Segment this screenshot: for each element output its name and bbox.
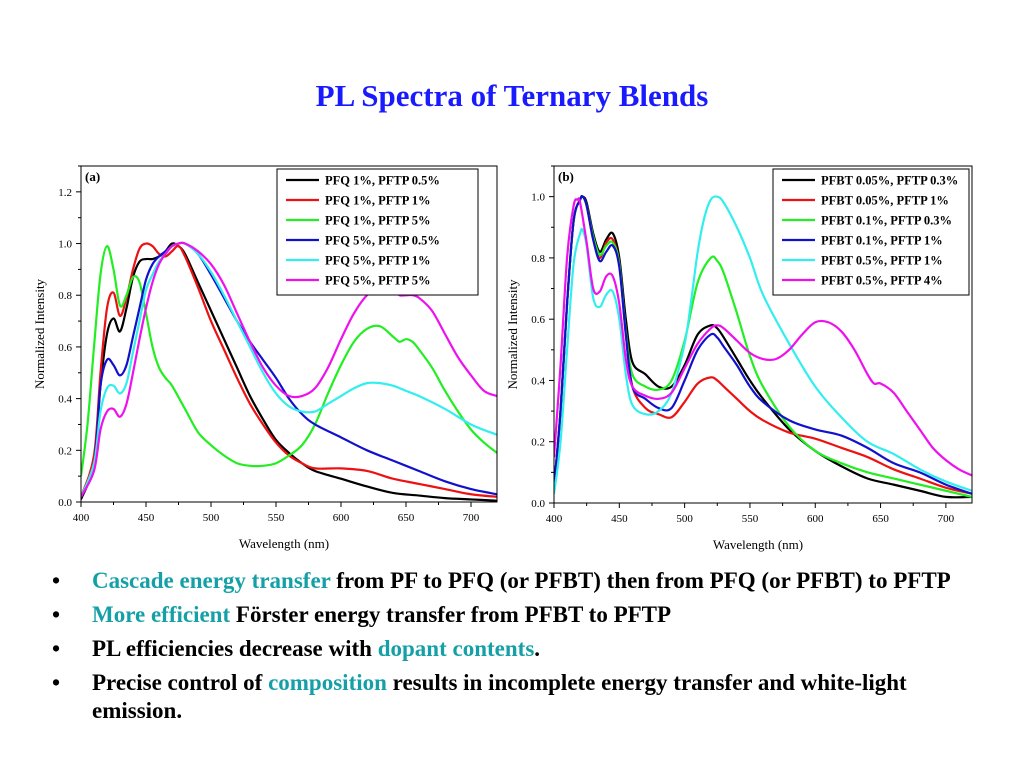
- x-axis-label: Wavelength (nm): [713, 537, 803, 552]
- legend-label: PFBT 0.5%, PFTP 4%: [821, 274, 943, 288]
- y-tick-label: 0.2: [58, 445, 72, 457]
- y-tick-label: 0.0: [531, 498, 545, 510]
- pl-chart-a: 400 450 500 550 600 650 700 0.0 0.2 0.4 0.6 0.8 1.0 1…: [32, 165, 498, 551]
- pl-chart-b: 400 450 500 550 600 650 700 0.0 0.2 0.4 0.6 0.8 1.0 W…: [505, 165, 973, 552]
- legend: PFBT 0.05%, PFTP 0.3% PFBT 0.05%, PFTP 1%…: [772, 168, 970, 296]
- plot-frame: [553, 165, 973, 504]
- bullet-segment: Förster energy transfer from PFBT to PFT…: [230, 602, 672, 627]
- x-tick-label: 700: [938, 513, 955, 525]
- bullet-segment: More efficient: [92, 602, 231, 627]
- x-axis-label: Wavelength (nm): [239, 536, 329, 551]
- bullet-dot: •: [52, 568, 61, 593]
- bullet-dot: •: [52, 636, 61, 661]
- legend-label: PFBT 0.1%, PFTP 0.3%: [821, 214, 952, 228]
- y-tick-label: 0.6: [531, 314, 545, 326]
- bullet-segment: .: [534, 636, 541, 661]
- bullet-item: • PL efficiencies decrease with dopant co…: [52, 635, 952, 663]
- legend-box: [276, 168, 479, 296]
- series-line-3: [81, 245, 497, 477]
- y-axis-label: Normalized Intensity: [32, 278, 47, 389]
- y-axis-label: Normalized Intensity: [505, 279, 520, 390]
- bullet-item: • Cascade energy transfer from PF to PFQ …: [52, 567, 952, 595]
- y-tick-label: 1.0: [58, 239, 72, 251]
- bullet-dot: •: [52, 602, 61, 627]
- bullet-segment: PL efficiencies decrease with: [92, 636, 378, 661]
- bullet-item: • Precise control of composition results …: [52, 669, 952, 725]
- y-tick-label: 0.4: [58, 394, 72, 406]
- y-tick-label: 0.8: [58, 290, 72, 302]
- x-tick-label: 650: [398, 512, 415, 524]
- slide-title: PL Spectra of Ternary Blends: [315, 78, 709, 113]
- series-line-5: [81, 241, 497, 498]
- legend-label: PFQ 5%, PFTP 5%: [325, 274, 431, 288]
- x-tick-label: 650: [872, 513, 889, 525]
- x-tick-label: 450: [611, 513, 628, 525]
- y-tick-label: 0.4: [531, 375, 545, 387]
- series-line-2: [81, 242, 497, 498]
- y-tick-label: 1.0: [531, 192, 545, 204]
- y-tick-label: 0.2: [531, 437, 545, 449]
- x-tick-label: 700: [463, 512, 480, 524]
- plot-frame: [80, 165, 498, 503]
- legend-label: PFQ 5%, PFTP 0.5%: [325, 234, 440, 248]
- bullet-segment: results in incomplete energy transfer an…: [92, 670, 907, 723]
- legend-label: PFBT 0.5%, PFTP 1%: [821, 254, 943, 268]
- legend-label: PFQ 1%, PFTP 5%: [325, 214, 431, 228]
- bullet-segment: dopant contents: [377, 636, 535, 661]
- x-tick-label: 600: [333, 512, 350, 524]
- x-tick-label: 400: [73, 512, 90, 524]
- legend-box: [772, 168, 970, 296]
- series-line-5: [554, 195, 972, 494]
- plot-area: [554, 194, 972, 499]
- x-tick-label: 600: [807, 513, 824, 525]
- panel-label: (a): [85, 169, 100, 184]
- x-tick-label: 550: [268, 512, 285, 524]
- series-line-6: [554, 197, 972, 477]
- bullet-item: • More efficient Förster energy transfer …: [52, 601, 952, 629]
- x-tick-label: 550: [742, 513, 759, 525]
- series-line-4: [554, 194, 972, 495]
- bullet-dot: •: [52, 670, 61, 695]
- bullet-list: • Cascade energy transfer from PF to PFQ …: [52, 567, 952, 731]
- x-tick-label: 500: [203, 512, 220, 524]
- y-tick-label: 0.0: [58, 497, 72, 509]
- y-tick-label: 0.6: [58, 342, 72, 354]
- bullet-segment: from PF to PFQ (or PFBT) then from PFQ (…: [330, 568, 951, 593]
- bullet-segment: composition: [268, 670, 387, 695]
- legend-label: PFBT 0.1%, PFTP 1%: [821, 234, 943, 248]
- x-tick-label: 400: [546, 513, 563, 525]
- legend-label: PFQ 1%, PFTP 0.5%: [325, 174, 440, 188]
- legend: PFQ 1%, PFTP 0.5% PFQ 1%, PFTP 1% PFQ 1%, …: [276, 168, 479, 296]
- legend-label: PFQ 5%, PFTP 1%: [325, 254, 431, 268]
- bullet-segment: Precise control of: [92, 670, 269, 695]
- legend-label: PFBT 0.05%, PFTP 1%: [821, 194, 949, 208]
- legend-label: PFBT 0.05%, PFTP 0.3%: [821, 174, 958, 188]
- series-line-1: [81, 242, 497, 502]
- panel-label: (b): [558, 169, 574, 184]
- y-tick-label: 1.2: [58, 187, 72, 199]
- bullet-segment: Cascade energy transfer: [92, 568, 331, 593]
- plot-area: [81, 241, 497, 502]
- legend-label: PFQ 1%, PFTP 1%: [325, 194, 431, 208]
- x-tick-label: 450: [138, 512, 155, 524]
- x-tick-label: 500: [676, 513, 693, 525]
- y-tick-label: 0.8: [531, 253, 545, 265]
